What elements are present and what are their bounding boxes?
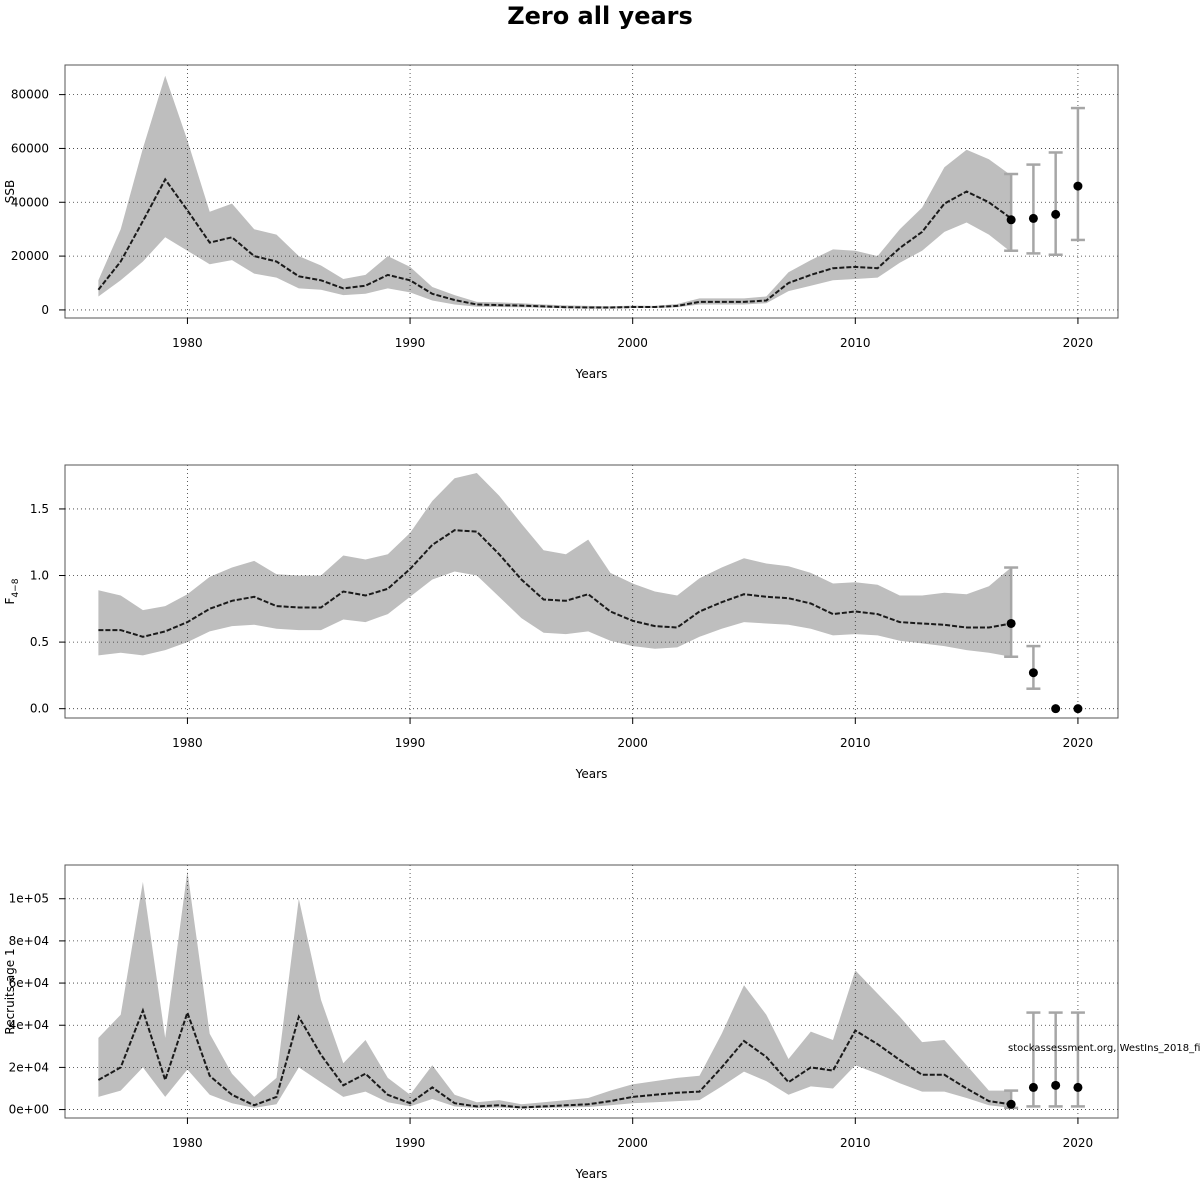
recruits-y-tick-label: 1e+05 [9,892,49,906]
recruits-forecast-point [1028,1082,1038,1092]
fbar-forecast-point [1051,704,1061,714]
recruits-y-tick-label: 0e+00 [9,1103,49,1117]
ssb-x-tick-label: 1980 [172,336,203,350]
recruits-forecast-point [1073,1082,1083,1092]
fbar-x-axis-label: Years [575,767,608,781]
ssb-y-tick-label: 0 [41,303,49,317]
ssb-y-tick-label: 80000 [11,88,49,102]
ssb-y-tick-label: 40000 [11,195,49,209]
ssb-x-tick-label: 2010 [840,336,871,350]
ssb-forecast-point [1073,181,1083,191]
recruits-y-tick-label: 4e+04 [9,1018,49,1032]
panels: 1980 1990 2000 2010 2020 0 20000 40000 60000 8000… [3,64,1119,1181]
ssb-y-axis-label: SSB [3,180,17,203]
recruits-forecast-point [1006,1099,1016,1109]
recruits-x-axis-label: Years [575,1167,608,1181]
fbar-x-tick-label: 2020 [1063,736,1094,750]
ssb-y-tick-label: 20000 [11,249,49,263]
fbar-y-axis-label-subscript: 4−8 [11,578,21,597]
fbar-forecast-point [1028,668,1038,678]
recruits-x-tick-label: 2020 [1063,1136,1094,1150]
source-note: stockassessment.org, WestIns_2018_fir [1008,1043,1200,1054]
recruits-x-tick-label: 2010 [840,1136,871,1150]
recruits-y-tick-label: 6e+04 [9,976,49,990]
fbar-panel: 1980 1990 2000 2010 2020 0.0 0.5 1.0 1.5 Years F4−… [3,464,1119,781]
fbar-y-tick-label: 1.5 [30,502,49,516]
ssb-x-axis-label: Years [575,367,608,381]
recruits-x-tick-label: 2000 [617,1136,648,1150]
fbar-x-tick-label: 2010 [840,736,871,750]
recruits-x-tick-label: 1980 [172,1136,203,1150]
recruits-forecast-point [1051,1080,1061,1090]
ssb-x-tick-label: 2020 [1063,336,1094,350]
fbar-y-axis-label: F4−8 [3,578,21,604]
ssb-x-tick-label: 1990 [395,336,426,350]
ssb-forecast-point [1028,213,1038,223]
recruits-panel: 1980 1990 2000 2010 2020 0e+00 2e+04 4e+04 6e+04… [3,864,1119,1181]
recruits-y-tick-label: 2e+04 [9,1060,49,1074]
ssb-panel: 1980 1990 2000 2010 2020 0 20000 40000 60000 8000… [3,64,1119,381]
recruits-plot-frame [64,864,1119,1119]
recruits-confidence-band [98,871,1012,1109]
fbar-y-tick-label: 0.5 [30,635,49,649]
fbar-x-tick-label: 2000 [617,736,648,750]
recruits-estimate-line [97,1007,1012,1109]
recruits-y-tick-label: 8e+04 [9,934,49,948]
ssb-estimate-line [97,177,1012,309]
ssb-x-tick-label: 2000 [617,336,648,350]
ssb-plot-frame [64,64,1119,319]
fbar-y-tick-label: 1.0 [30,569,49,583]
fbar-y-tick-label: 0.0 [30,702,49,716]
fbar-x-tick-label: 1990 [395,736,426,750]
ssb-y-tick-label: 60000 [11,141,49,155]
ssb-confidence-band [98,75,1012,309]
ssb-forecast-point [1051,209,1061,219]
chart-title: Zero all years [507,2,693,30]
recruits-y-axis-label: Recruits age 1 [3,948,17,1034]
recruits-x-tick-label: 1990 [395,1136,426,1150]
fbar-plot-frame [64,464,1119,719]
fbar-forecast-point [1073,704,1083,714]
fbar-x-tick-label: 1980 [172,736,203,750]
fbar-forecast-point [1006,618,1016,628]
fbar-estimate-line [98,529,1012,638]
fbar-confidence-band [98,473,1012,657]
ssb-forecast-point [1006,215,1016,225]
